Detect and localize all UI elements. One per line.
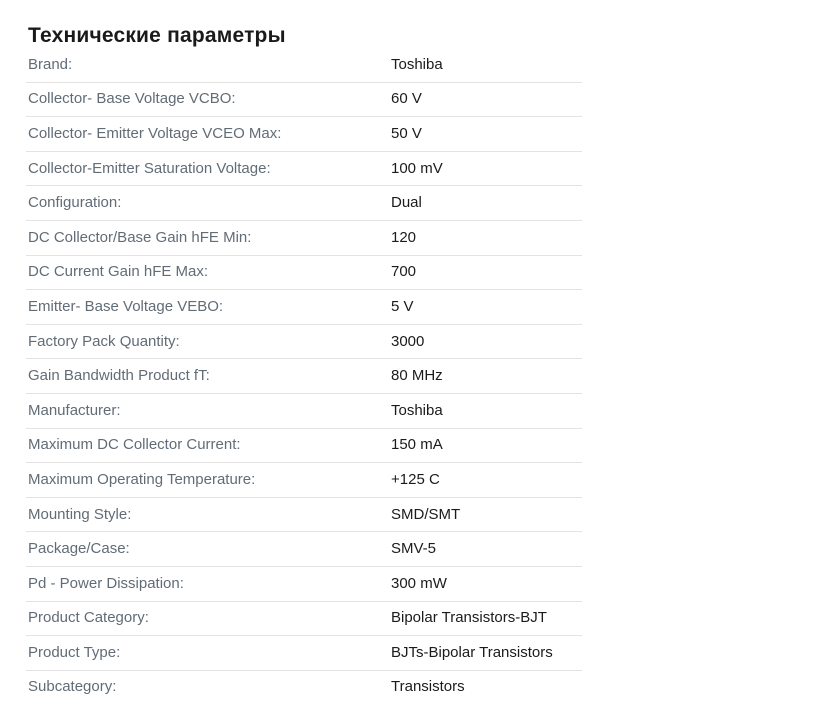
spec-row: Mounting Style: SMD/SMT — [26, 498, 582, 533]
spec-value: 120 — [391, 228, 417, 246]
spec-value: 50 V — [391, 124, 422, 142]
spec-value: 5 V — [391, 297, 414, 315]
spec-label: Factory Pack Quantity: — [28, 332, 180, 350]
spec-row: Emitter- Base Voltage VEBO: 5 V — [26, 290, 582, 325]
spec-value: 100 mV — [391, 159, 443, 177]
spec-row: Manufacturer: Toshiba — [26, 394, 582, 429]
spec-label: DC Current Gain hFE Max: — [28, 263, 209, 281]
spec-label: Configuration: — [28, 194, 122, 212]
spec-label: Package/Case: — [28, 540, 130, 558]
spec-label: Mounting Style: — [28, 505, 132, 523]
spec-value: Dual — [391, 194, 422, 212]
spec-row: Product Category: Bipolar Transistors-BJ… — [26, 602, 582, 637]
spec-row: Collector- Base Voltage VCBO: 60 V — [26, 83, 582, 118]
spec-value: +125 C — [391, 470, 440, 488]
spec-label: Pd - Power Dissipation: — [28, 574, 184, 592]
spec-value: BJTs-Bipolar Transistors — [391, 643, 553, 661]
spec-label: Brand: — [28, 55, 73, 73]
spec-label: Collector- Emitter Voltage VCEO Max: — [28, 124, 282, 142]
spec-label: Product Type: — [28, 643, 121, 661]
spec-value: 150 mA — [391, 436, 443, 454]
spec-label: Maximum DC Collector Current: — [28, 436, 241, 454]
spec-label: Collector- Base Voltage VCBO: — [28, 90, 236, 108]
spec-row: Factory Pack Quantity: 3000 — [26, 325, 582, 360]
spec-row: Maximum Operating Temperature: +125 C — [26, 463, 582, 498]
spec-row: DC Current Gain hFE Max: 700 — [26, 256, 582, 291]
spec-value: Toshiba — [391, 401, 443, 419]
spec-label: Subcategory: — [28, 678, 117, 696]
spec-row: DC Collector/Base Gain hFE Min: 120 — [26, 221, 582, 256]
spec-value: SMD/SMT — [391, 505, 461, 523]
spec-label: DC Collector/Base Gain hFE Min: — [28, 228, 252, 246]
spec-row: Brand: Toshiba — [26, 48, 582, 83]
spec-label: Maximum Operating Temperature: — [28, 470, 256, 488]
spec-value: 3000 — [391, 332, 425, 350]
spec-value: 700 — [391, 263, 417, 281]
spec-label: Manufacturer: — [28, 401, 121, 419]
spec-label: Product Category: — [28, 609, 149, 627]
spec-value: Transistors — [391, 678, 465, 696]
spec-row: Collector-Emitter Saturation Voltage: 10… — [26, 152, 582, 187]
spec-row: Maximum DC Collector Current: 150 mA — [26, 429, 582, 464]
spec-row: Gain Bandwidth Product fT: 80 MHz — [26, 359, 582, 394]
spec-label: Emitter- Base Voltage VEBO: — [28, 297, 224, 315]
spec-row: Pd - Power Dissipation: 300 mW — [26, 567, 582, 602]
spec-row: Package/Case: SMV-5 — [26, 532, 582, 567]
spec-row: Subcategory: Transistors — [26, 671, 582, 704]
spec-value: 80 MHz — [391, 367, 443, 385]
spec-value: 300 mW — [391, 574, 447, 592]
spec-label: Gain Bandwidth Product fT: — [28, 367, 210, 385]
spec-label: Collector-Emitter Saturation Voltage: — [28, 159, 271, 177]
spec-row: Configuration: Dual — [26, 186, 582, 221]
spec-value: 60 V — [391, 90, 422, 108]
spec-table: Brand: Toshiba Collector- Base Voltage V… — [26, 48, 582, 704]
spec-value: SMV-5 — [391, 540, 437, 558]
spec-value: Toshiba — [391, 55, 443, 73]
spec-row: Product Type: BJTs-Bipolar Transistors — [26, 636, 582, 671]
page-title: Технические параметры — [28, 24, 286, 48]
spec-value: Bipolar Transistors-BJT — [391, 609, 547, 627]
spec-row: Collector- Emitter Voltage VCEO Max: 50 … — [26, 117, 582, 152]
